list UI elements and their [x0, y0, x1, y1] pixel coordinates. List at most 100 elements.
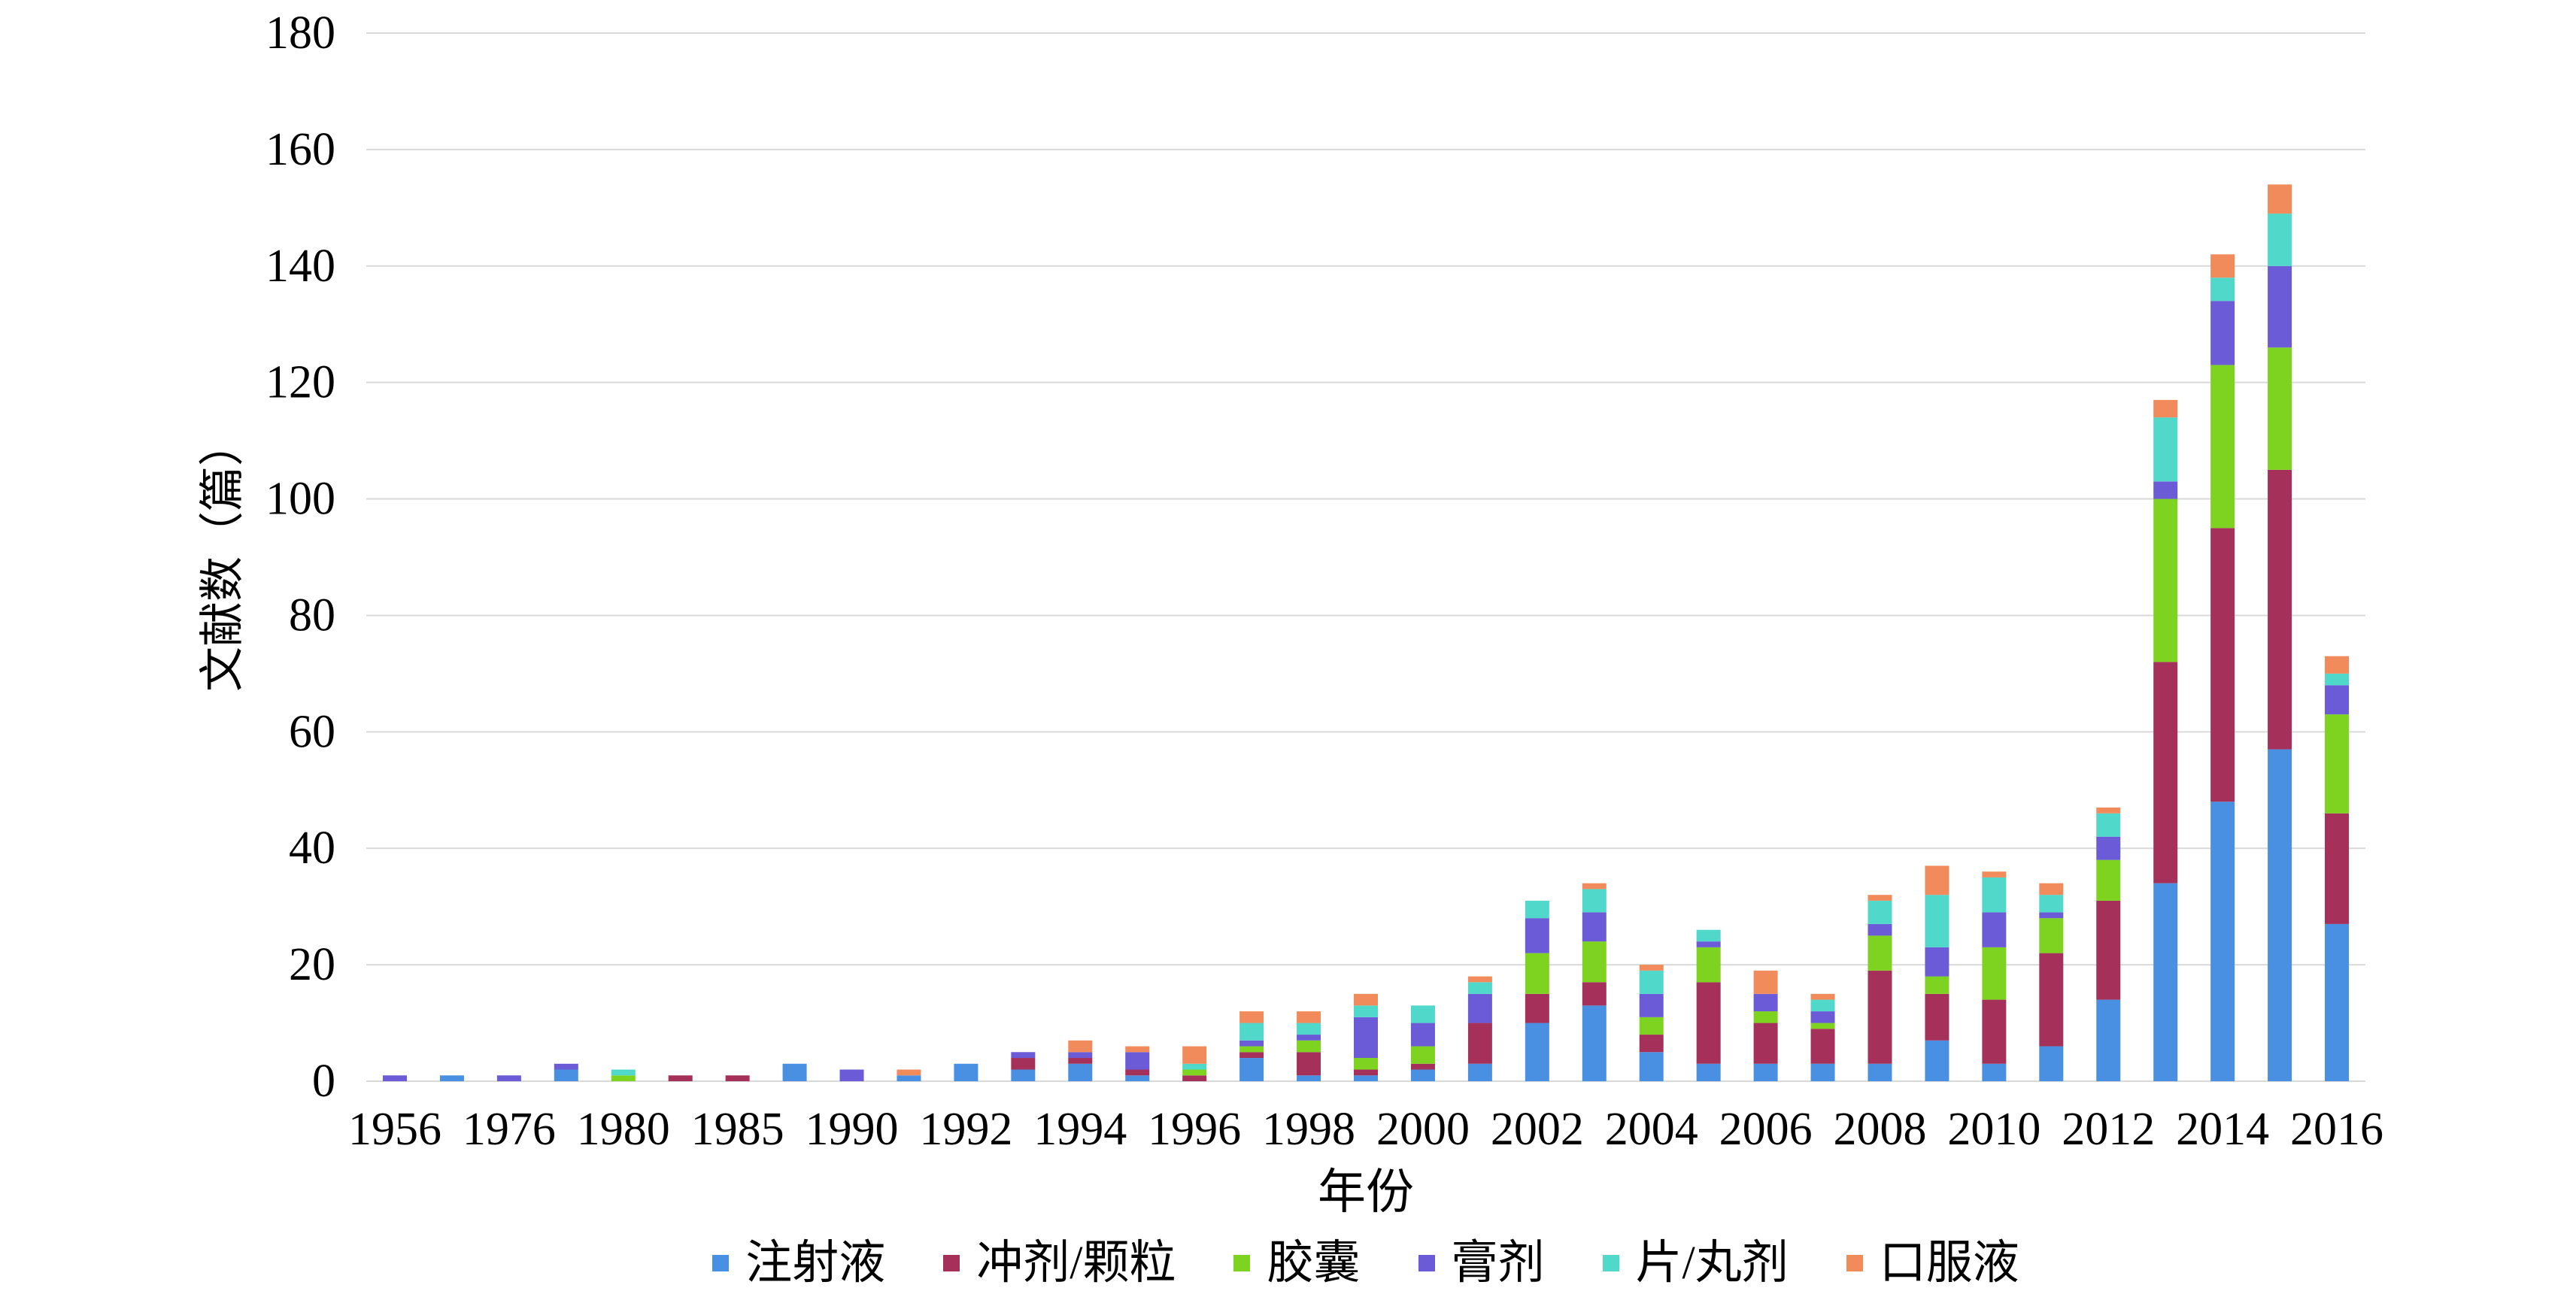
bar-tablet-pill-27	[1925, 895, 1949, 947]
bar-capsule-15	[1239, 1046, 1264, 1053]
bar-tablet-pill-21	[1582, 889, 1607, 913]
bar-granule-29	[2039, 953, 2064, 1047]
bar-granule-11	[1011, 1058, 1036, 1070]
bar-capsule-17	[1354, 1058, 1378, 1070]
bar-ointment-19	[1467, 993, 1492, 1023]
bar-oral-liquid-26	[1868, 895, 1892, 901]
bar-injection-22	[1639, 1052, 1664, 1081]
bar-tablet-pill-25	[1810, 999, 1835, 1012]
legend-swatch-granule	[943, 1255, 960, 1271]
bar-oral-liquid-32	[2210, 254, 2235, 278]
bar-injection-19	[1467, 1063, 1492, 1081]
x-tick-label: 2006	[1719, 1104, 1813, 1155]
bar-oral-liquid-33	[2268, 184, 2292, 214]
bars	[382, 184, 2350, 1081]
bar-granule-18	[1410, 1063, 1435, 1070]
x-tick-label: 1980	[577, 1104, 670, 1155]
bar-tablet-pill-16	[1297, 1023, 1321, 1035]
x-tick-label: 1992	[919, 1104, 1012, 1155]
x-tick-label: 2002	[1491, 1104, 1584, 1155]
x-tick-label: 1998	[1262, 1104, 1355, 1155]
bar-granule-20	[1525, 993, 1549, 1023]
bar-injection-28	[1982, 1063, 2007, 1081]
legend: 注射液 冲剂/颗粒 胶囊 膏剂 片/丸剂 口服液	[366, 1238, 2365, 1289]
bar-capsule-25	[1810, 1023, 1835, 1029]
bar-capsule-28	[1982, 947, 2007, 1000]
x-tick-label: 1990	[806, 1104, 899, 1155]
legend-label-oral-liquid: 口服液	[1879, 1238, 2019, 1289]
bar-capsule-32	[2210, 365, 2235, 529]
bar-oral-liquid-31	[2153, 399, 2178, 418]
bar-ointment-16	[1297, 1035, 1321, 1041]
bar-granule-22	[1639, 1035, 1664, 1053]
bar-granule-32	[2210, 528, 2235, 802]
legend-item-oral-liquid: 口服液	[1846, 1238, 2019, 1289]
bar-injection-20	[1525, 1023, 1549, 1081]
bar-capsule-29	[2039, 918, 2064, 953]
bar-ointment-22	[1639, 993, 1664, 1017]
bar-capsule-23	[1696, 947, 1721, 983]
bar-injection-33	[2268, 749, 2292, 1081]
bar-injection-32	[2210, 802, 2235, 1081]
bar-granule-19	[1467, 1023, 1492, 1064]
legend-swatch-oral-liquid	[1846, 1255, 1863, 1271]
y-tick-label: 40	[289, 823, 335, 874]
bar-ointment-32	[2210, 301, 2235, 365]
bar-injection-25	[1810, 1063, 1835, 1081]
bar-ointment-26	[1868, 923, 1892, 936]
bar-injection-17	[1354, 1075, 1378, 1081]
bar-tablet-pill-14	[1182, 1063, 1207, 1070]
x-tick-label: 1994	[1033, 1104, 1127, 1155]
bar-injection-30	[2096, 999, 2121, 1081]
bar-injection-23	[1696, 1063, 1721, 1081]
bar-oral-liquid-22	[1639, 965, 1664, 971]
bar-granule-23	[1696, 982, 1721, 1064]
y-tick-label: 80	[289, 589, 335, 641]
bar-tablet-pill-20	[1525, 900, 1549, 919]
gridlines	[366, 32, 2365, 1082]
bar-granule-24	[1753, 1023, 1778, 1064]
bar-capsule-20	[1525, 953, 1549, 994]
bar-oral-liquid-16	[1297, 1011, 1321, 1023]
bar-oral-liquid-19	[1467, 976, 1492, 983]
bar-injection-7	[782, 1063, 807, 1081]
legend-item-capsule: 胶囊	[1233, 1238, 1361, 1289]
bar-injection-9	[897, 1075, 921, 1081]
bar-granule-15	[1239, 1052, 1264, 1059]
bar-capsule-16	[1297, 1040, 1321, 1053]
bar-oral-liquid-14	[1182, 1046, 1207, 1064]
bar-granule-6	[725, 1075, 750, 1081]
bar-tablet-pill-22	[1639, 970, 1664, 994]
bar-ointment-13	[1125, 1052, 1150, 1070]
bar-granule-31	[2153, 662, 2178, 883]
bar-tablet-pill-15	[1239, 1023, 1264, 1041]
legend-item-tablet-pill: 片/丸剂	[1602, 1238, 1789, 1289]
bar-granule-14	[1182, 1075, 1207, 1081]
bar-tablet-pill-26	[1868, 900, 1892, 924]
bar-tablet-pill-28	[1982, 877, 2007, 913]
bar-capsule-4	[611, 1075, 636, 1081]
bar-tablet-pill-19	[1467, 982, 1492, 994]
bar-injection-1	[439, 1075, 464, 1081]
bar-tablet-pill-17	[1354, 1005, 1378, 1017]
y-tick-label: 60	[289, 706, 335, 757]
x-tick-label: 1985	[691, 1104, 784, 1155]
bar-injection-26	[1868, 1063, 1892, 1081]
bar-granule-27	[1925, 993, 1949, 1041]
bar-tablet-pill-4	[611, 1069, 636, 1076]
x-tick-label: 2014	[2176, 1104, 2269, 1155]
bar-capsule-14	[1182, 1069, 1207, 1076]
bar-ointment-17	[1354, 1017, 1378, 1059]
bar-tablet-pill-34	[2325, 673, 2350, 686]
y-tick-label: 160	[265, 124, 335, 175]
bar-capsule-18	[1410, 1046, 1435, 1064]
legend-label-capsule: 胶囊	[1267, 1238, 1361, 1289]
bar-granule-17	[1354, 1069, 1378, 1076]
bar-ointment-15	[1239, 1040, 1264, 1047]
legend-swatch-injection	[712, 1255, 730, 1271]
bar-tablet-pill-18	[1410, 1005, 1435, 1023]
bar-injection-29	[2039, 1046, 2064, 1081]
bar-ointment-11	[1011, 1052, 1036, 1059]
bar-ointment-28	[1982, 912, 2007, 947]
